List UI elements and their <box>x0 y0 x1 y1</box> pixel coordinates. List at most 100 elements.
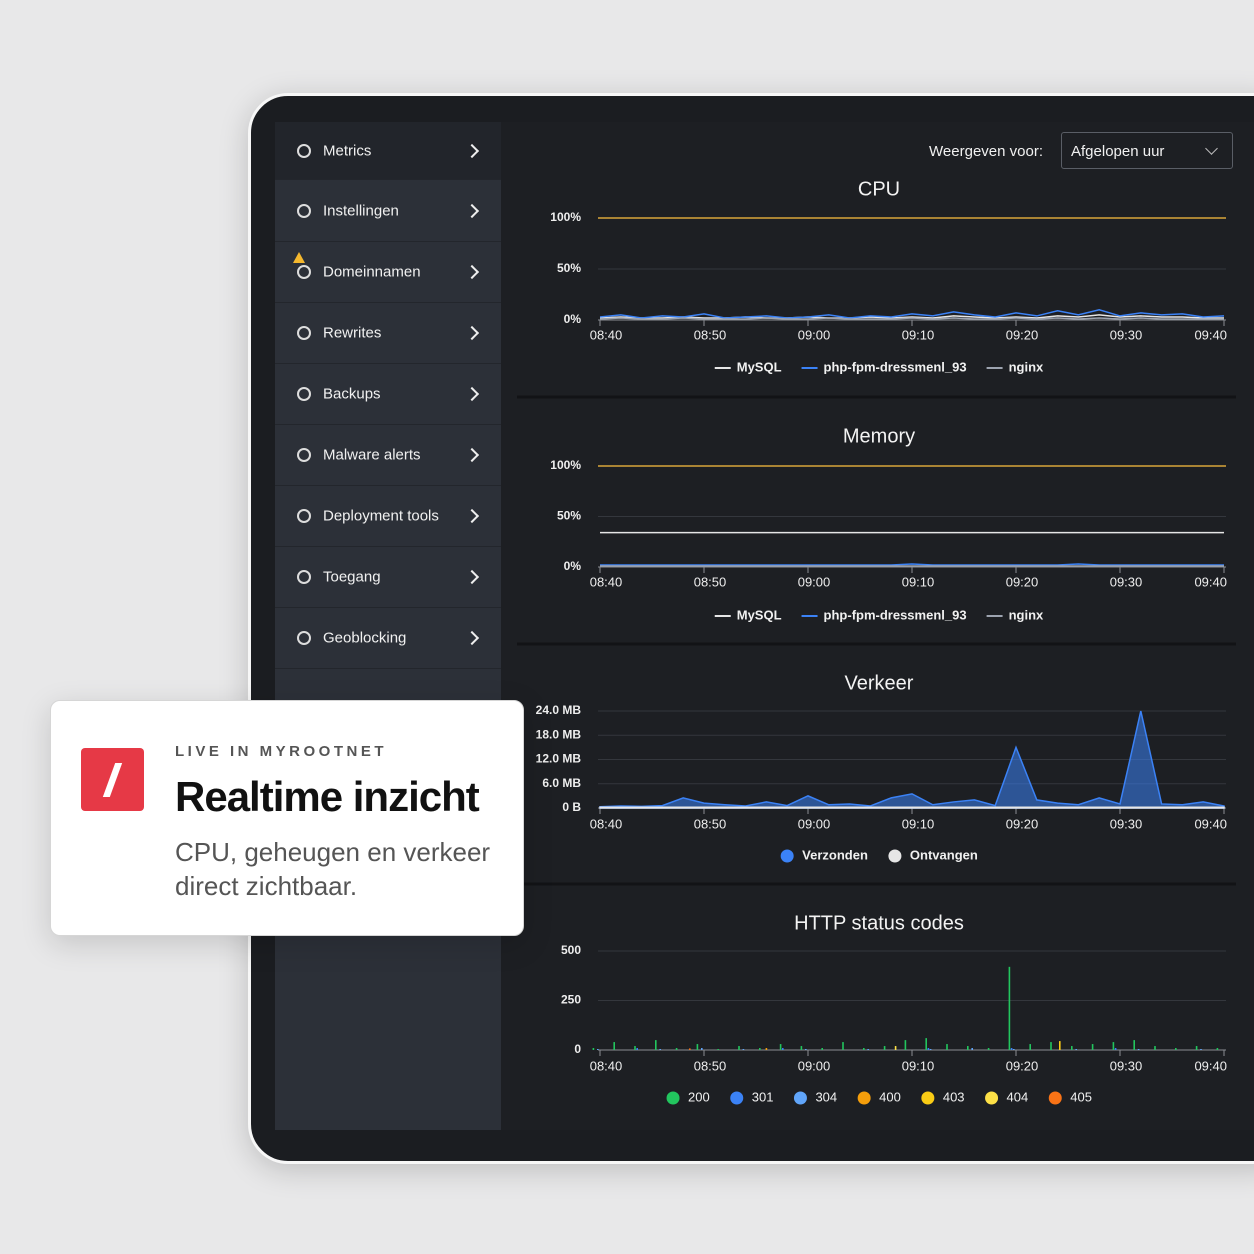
bar <box>738 1046 740 1050</box>
line <box>600 563 1224 566</box>
nav-item[interactable]: Malware alerts <box>275 425 501 486</box>
nav-item[interactable]: Metrics <box>275 122 501 180</box>
period-select[interactable]: Afgelopen uur <box>1061 132 1233 169</box>
legend-swatch <box>666 1091 680 1105</box>
bar <box>1114 1048 1117 1050</box>
bar <box>634 1046 636 1050</box>
select-value: Afgelopen uur <box>1071 143 1165 160</box>
nav-item[interactable]: Deployment tools <box>275 486 501 547</box>
chart-title: Memory <box>843 425 915 447</box>
legend-swatch <box>888 849 902 863</box>
x-tick-label: 08:50 <box>694 816 727 831</box>
bar <box>1216 1048 1219 1050</box>
y-tick-label: 0 B <box>562 800 581 814</box>
legend-label: 400 <box>879 1089 901 1104</box>
legend-label: MySQL <box>737 359 782 374</box>
bar <box>1013 1049 1015 1050</box>
legend-label: Ontvangen <box>910 847 978 862</box>
bar <box>946 1044 948 1050</box>
bar <box>717 1049 719 1050</box>
y-tick-label: 100% <box>550 210 581 224</box>
bar <box>894 1046 897 1050</box>
nav-icon <box>297 631 311 645</box>
legend-label: MySQL <box>737 607 782 622</box>
nav-label: Geoblocking <box>323 629 407 647</box>
bar <box>696 1044 699 1050</box>
x-tick-label: 08:40 <box>590 327 623 342</box>
warning-icon <box>293 252 305 263</box>
feature-card: LIVE IN MYROOTNET Realtime inzicht CPU, … <box>50 700 524 936</box>
x-tick-label: 09:20 <box>1006 574 1039 589</box>
nav-item[interactable]: Toegang <box>275 547 501 608</box>
y-tick-label: 6.0 MB <box>542 776 581 790</box>
bar <box>765 1048 768 1050</box>
nav-item[interactable]: Backups <box>275 364 501 425</box>
x-tick-label: 09:40 <box>1194 816 1227 831</box>
x-tick-label: 09:30 <box>1110 1058 1143 1073</box>
bar <box>805 1049 807 1050</box>
nav-label: Deployment tools <box>323 507 439 525</box>
bar <box>1091 1044 1094 1050</box>
x-tick-label: 09:10 <box>902 327 935 342</box>
filter-label: Weergeven voor: <box>929 143 1043 160</box>
y-tick-label: 24.0 MB <box>536 703 582 717</box>
legend-label: nginx <box>1009 359 1044 374</box>
x-tick-label: 09:00 <box>798 816 831 831</box>
nav-label: Malware alerts <box>323 446 421 464</box>
y-tick-label: 0% <box>564 312 582 326</box>
bar <box>1175 1048 1177 1050</box>
legend: MySQL php-fpm-dressmenl_93 nginx <box>714 359 1044 374</box>
bar <box>1059 1041 1061 1050</box>
bar <box>1071 1046 1073 1050</box>
nav-label: Instellingen <box>323 202 399 220</box>
x-tick-label: 08:40 <box>590 816 623 831</box>
x-tick-label: 09:40 <box>1194 574 1227 589</box>
bar <box>1154 1046 1156 1050</box>
y-tick-label: 0% <box>564 559 582 573</box>
x-tick-label: 09:10 <box>902 1058 935 1073</box>
bar <box>904 1040 907 1050</box>
x-tick-label: 09:10 <box>902 574 935 589</box>
nav-item[interactable]: Domeinnamen <box>275 242 501 303</box>
nav-label: Metrics <box>323 142 372 159</box>
bar <box>1137 1049 1140 1050</box>
x-tick-label: 08:50 <box>694 574 727 589</box>
x-tick-label: 09:20 <box>1006 327 1039 342</box>
legend-swatch <box>1048 1091 1062 1105</box>
bar <box>779 1044 782 1050</box>
nav-item[interactable]: Instellingen <box>275 181 501 242</box>
legend-label: php-fpm-dressmenl_93 <box>824 607 967 622</box>
x-tick-label: 09:20 <box>1006 1058 1039 1073</box>
bar <box>659 1049 661 1050</box>
x-tick-label: 09:00 <box>798 574 831 589</box>
nav-item[interactable]: Geoblocking <box>275 608 501 669</box>
legend-label: nginx <box>1009 607 1044 622</box>
card-title: Realtime inzicht <box>175 773 480 820</box>
nav-item[interactable]: Rewrites <box>275 303 501 364</box>
x-tick-label: 08:50 <box>694 327 727 342</box>
legend-swatch <box>985 1091 999 1105</box>
nav-icon <box>297 204 311 218</box>
bar <box>613 1042 615 1050</box>
legend-label: Verzonden <box>802 847 868 862</box>
area <box>599 710 1225 809</box>
y-tick-label: 250 <box>561 993 581 1007</box>
y-tick-label: 100% <box>550 458 581 472</box>
legend-swatch <box>793 1091 807 1105</box>
bar <box>1075 1049 1077 1050</box>
legend: MySQL php-fpm-dressmenl_93 nginx <box>714 607 1044 622</box>
nav-icon <box>297 326 311 340</box>
nav-label: Backups <box>323 385 381 403</box>
line <box>599 309 1225 319</box>
legend: 200 301 304 400 403 404 405 <box>666 1089 1092 1105</box>
bar <box>636 1048 638 1050</box>
bar <box>987 1048 990 1050</box>
nav-icon <box>297 448 311 462</box>
x-tick-label: 08:40 <box>590 574 623 589</box>
bar <box>782 1048 784 1050</box>
legend-swatch <box>921 1091 935 1105</box>
bar <box>927 1048 930 1050</box>
card-eyebrow: LIVE IN MYROOTNET <box>175 743 388 760</box>
nav-icon <box>297 509 311 523</box>
